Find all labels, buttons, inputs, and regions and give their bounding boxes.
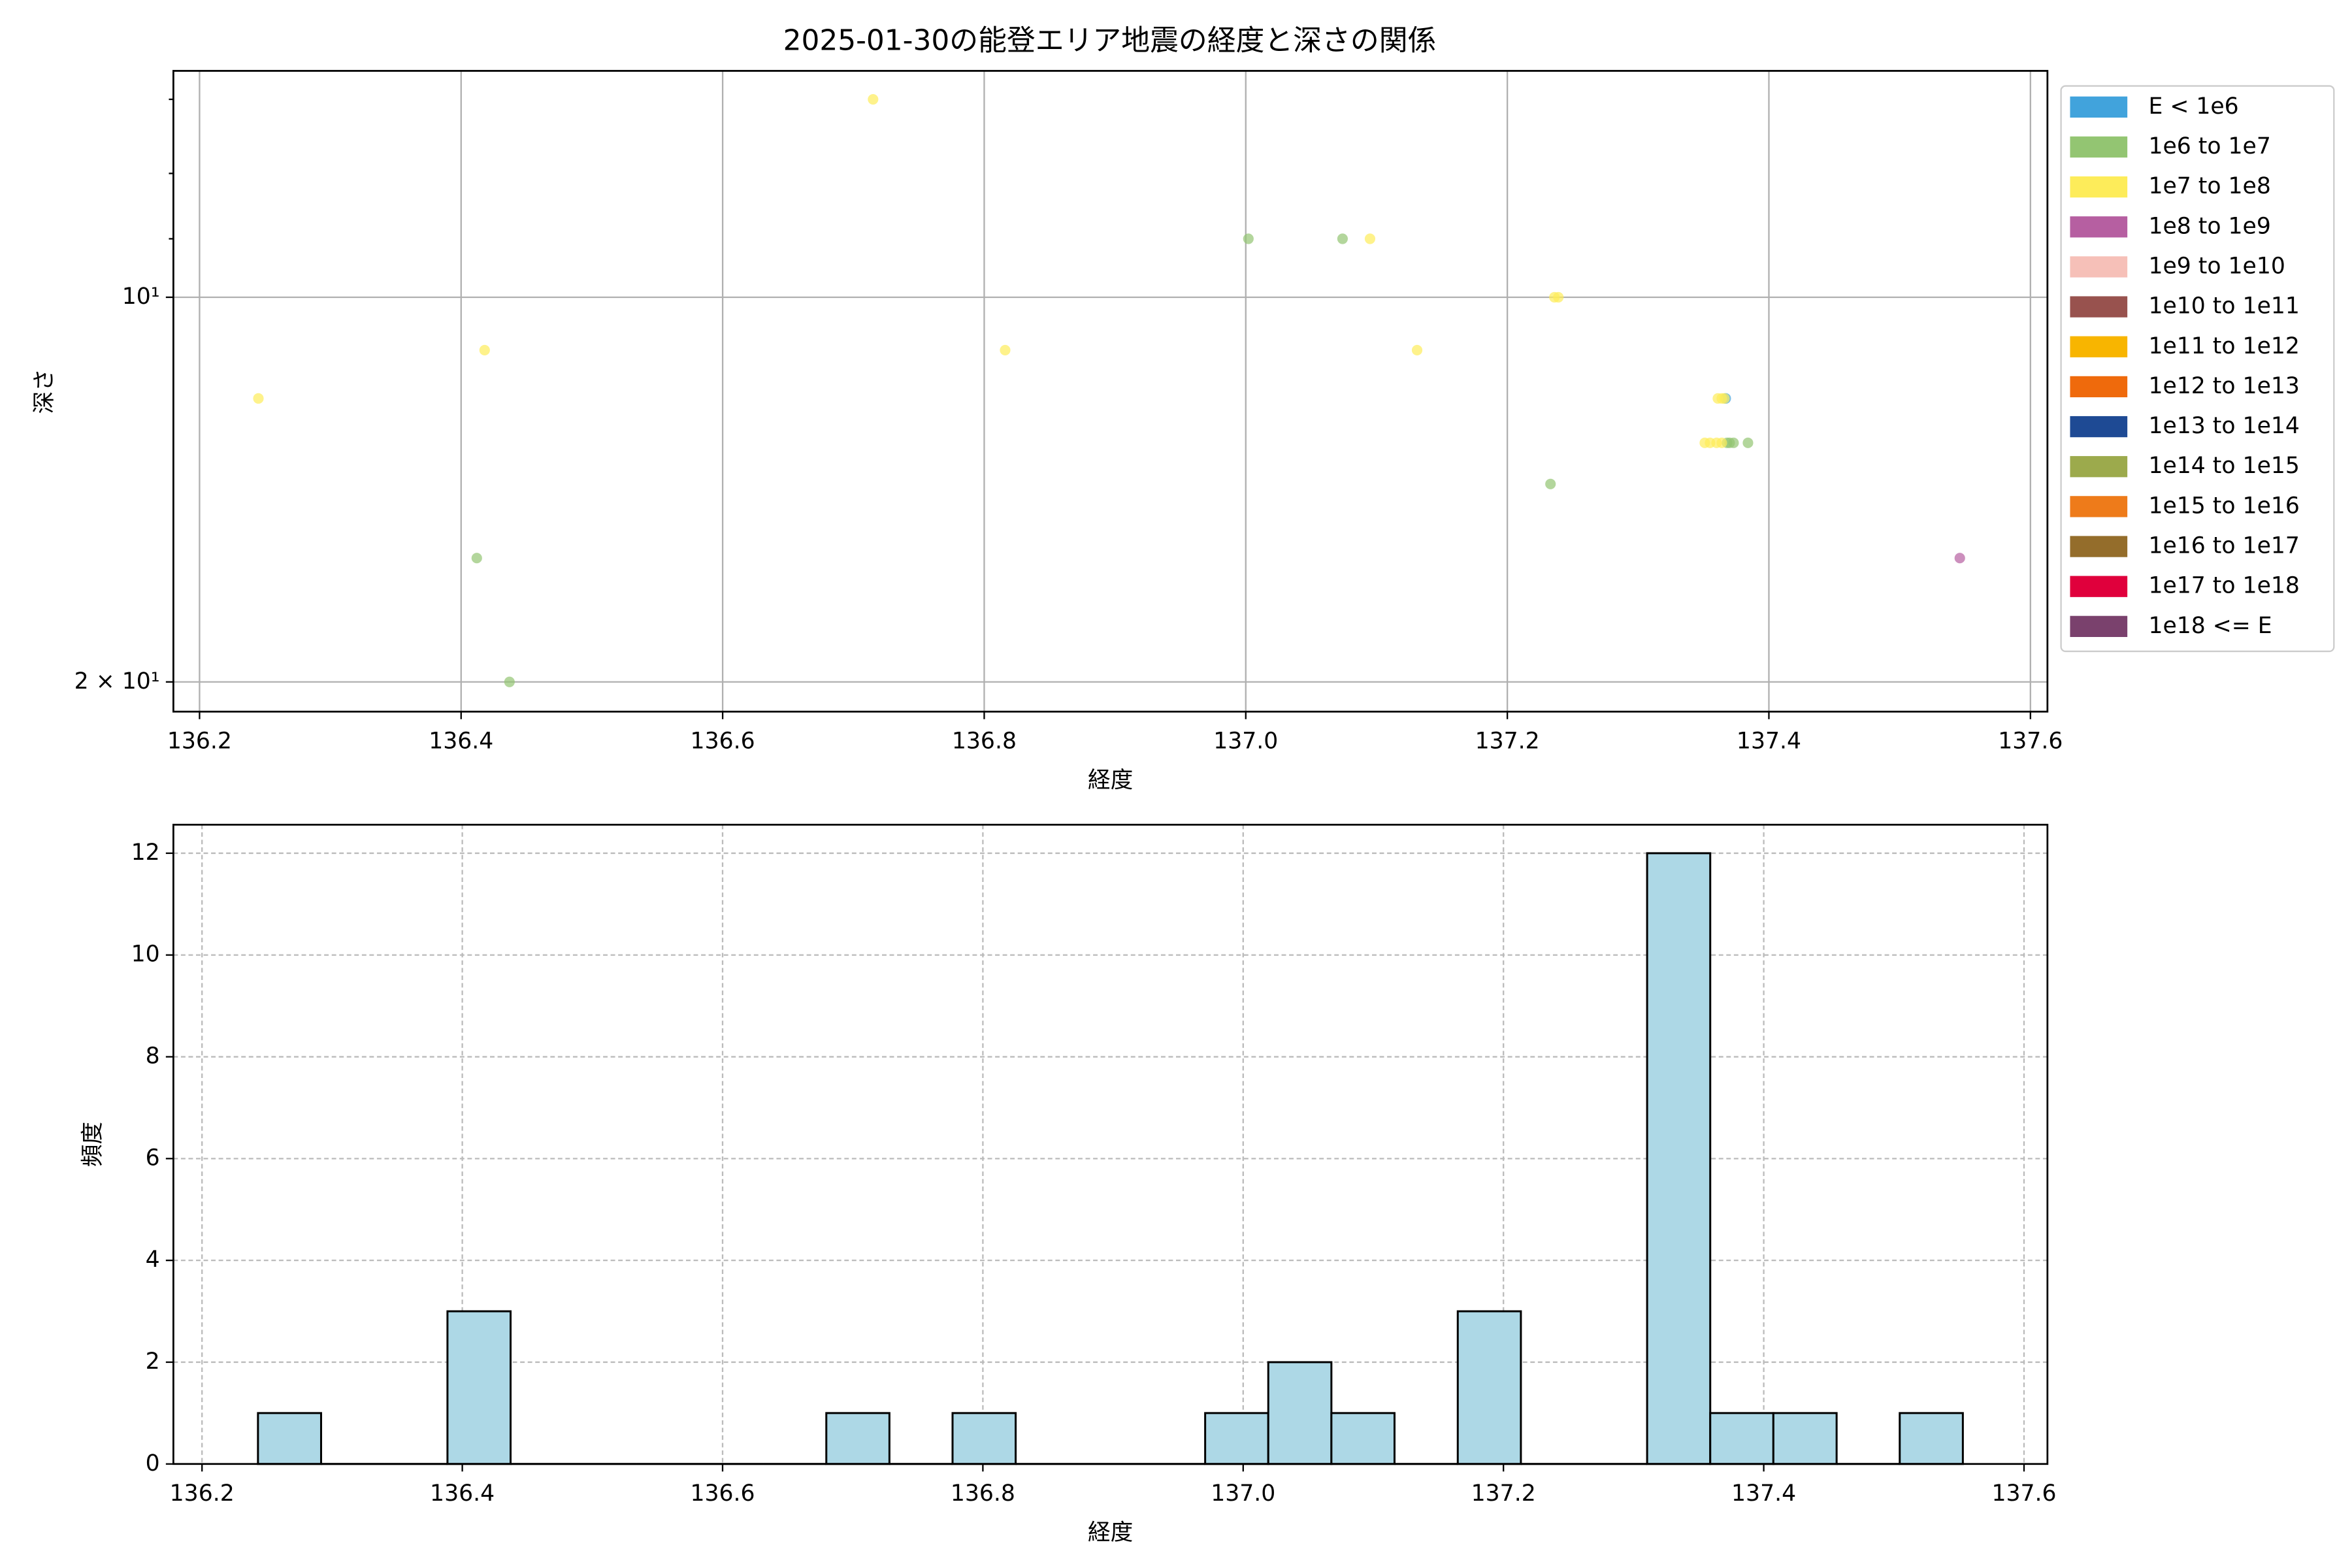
x-tick-label: 137.6: [1991, 1480, 2056, 1507]
x-tick-label: 136.8: [952, 728, 1017, 754]
bar: [1899, 1412, 1964, 1465]
y-tick-label: 0: [146, 1450, 160, 1477]
x-tick-label: 136.6: [691, 728, 755, 754]
legend-label: 1e8 to 1e9: [2148, 213, 2270, 239]
data-point: [1742, 437, 1754, 448]
data-point: [1545, 478, 1556, 489]
legend-label: 1e12 to 1e13: [2148, 373, 2299, 399]
data-point: [1954, 553, 1965, 564]
legend-label: 1e10 to 1e11: [2148, 293, 2299, 319]
data-point: [1411, 344, 1423, 356]
legend-swatch: [2070, 376, 2128, 398]
data-point: [253, 393, 264, 404]
bar: [825, 1412, 890, 1465]
data-point: [479, 344, 490, 356]
legend-label: 1e18 <= E: [2148, 613, 2272, 639]
x-tick-label: 137.4: [1731, 1480, 1796, 1507]
legend-swatch: [2070, 576, 2128, 597]
legend-label: 1e6 to 1e7: [2148, 133, 2270, 159]
bar: [951, 1412, 1017, 1465]
x-tick-label: 137.0: [1213, 728, 1278, 754]
legend-label: 1e15 to 1e16: [2148, 493, 2299, 519]
x-tick-label: 136.2: [167, 728, 232, 754]
data-point: [1000, 344, 1011, 356]
data-point: [1549, 291, 1560, 303]
bar: [1204, 1412, 1269, 1465]
x-tick-label: 137.2: [1475, 728, 1540, 754]
x-tick-label: 136.2: [170, 1480, 235, 1507]
legend-label: 1e17 to 1e18: [2148, 573, 2299, 599]
y-tick-label: 8: [146, 1043, 160, 1070]
legend-swatch: [2070, 256, 2128, 278]
legend-swatch: [2070, 296, 2128, 318]
legend-label: 1e9 to 1e10: [2148, 253, 2285, 279]
plot-frame: [172, 823, 2049, 1465]
legend-label: 1e13 to 1e14: [2148, 413, 2299, 439]
data-point: [1724, 437, 1735, 448]
data-point: [471, 553, 482, 564]
legend-label: 1e7 to 1e8: [2148, 173, 2270, 199]
y-tick-label: 6: [146, 1145, 160, 1171]
x-tick-label: 137.2: [1471, 1480, 1536, 1507]
legend-label: 1e11 to 1e12: [2148, 333, 2299, 359]
y-axis-label: 深さ: [31, 368, 57, 414]
bar: [1330, 1412, 1396, 1465]
data-point: [1364, 233, 1376, 244]
y-tick-label: 2 × 10¹: [74, 668, 160, 694]
legend-frame: [2060, 85, 2335, 653]
y-tick-label: 4: [146, 1247, 160, 1273]
data-point: [1719, 393, 1730, 404]
legend-swatch: [2070, 96, 2128, 118]
legend-swatch: [2070, 216, 2128, 238]
bar: [1709, 1412, 1774, 1465]
legend-swatch: [2070, 496, 2128, 517]
plot-frame: [172, 70, 2049, 713]
legend-swatch: [2070, 176, 2128, 198]
x-tick-label: 136.4: [429, 728, 493, 754]
bar: [1267, 1361, 1333, 1465]
data-point: [1337, 233, 1348, 244]
legend-swatch: [2070, 536, 2128, 557]
legend-swatch: [2070, 615, 2128, 637]
chart-title: 2025-01-30の能登エリア地震の経度と深さの関係: [783, 24, 1437, 57]
legend-label: 1e16 to 1e17: [2148, 533, 2299, 559]
legend-swatch: [2070, 136, 2128, 158]
y-tick-label: 10: [131, 941, 160, 968]
legend-swatch: [2070, 456, 2128, 478]
legend-swatch: [2070, 336, 2128, 357]
data-point: [1243, 233, 1254, 244]
x-tick-label: 137.0: [1211, 1480, 1275, 1507]
x-tick-label: 137.6: [1998, 728, 2063, 754]
data-point: [868, 93, 879, 105]
x-tick-label: 137.4: [1737, 728, 1801, 754]
x-tick-label: 136.4: [430, 1480, 495, 1507]
legend-label: E < 1e6: [2148, 93, 2238, 120]
legend-label: 1e14 to 1e15: [2148, 453, 2299, 479]
y-axis-label: 頻度: [80, 1122, 106, 1167]
bar: [257, 1412, 322, 1465]
x-axis-label: 経度: [1088, 1520, 1133, 1546]
legend-swatch: [2070, 416, 2128, 438]
data-point: [1711, 437, 1722, 448]
bar: [1456, 1310, 1522, 1465]
bar: [1646, 852, 1712, 1465]
y-tick-label: 12: [131, 840, 160, 866]
x-tick-label: 136.6: [690, 1480, 755, 1507]
y-tick-label: 2: [146, 1348, 160, 1375]
bar: [1772, 1412, 1838, 1465]
x-axis-label: 経度: [1088, 767, 1133, 793]
y-tick-label: 10¹: [122, 284, 160, 310]
x-tick-label: 136.8: [951, 1480, 1015, 1507]
data-point: [504, 676, 515, 687]
bar: [446, 1310, 512, 1465]
